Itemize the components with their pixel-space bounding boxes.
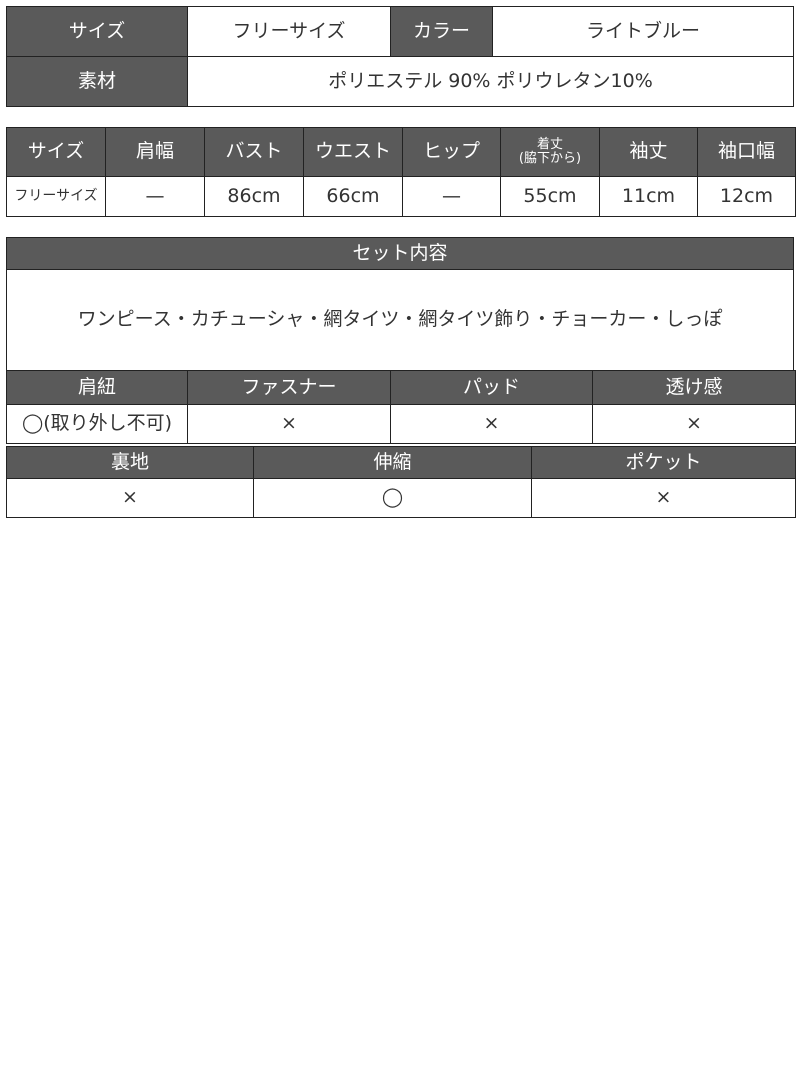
color-label: カラー	[390, 6, 493, 57]
measurement-value: 66cm	[303, 176, 403, 217]
feature-header: 透け感	[592, 370, 796, 405]
measurement-value: フリーサイズ	[6, 176, 106, 217]
measurement-header: ウエスト	[303, 127, 403, 177]
measurement-value: 86cm	[204, 176, 304, 217]
color-value: ライトブルー	[492, 6, 794, 57]
measurement-header: 肩幅	[105, 127, 205, 177]
measurement-value: —	[402, 176, 501, 217]
set-contents: ワンピース・カチューシャ・網タイツ・網タイツ飾り・チョーカー・しっぽ	[6, 269, 794, 371]
feature-header: ポケット	[531, 446, 796, 479]
set-title: セット内容	[6, 237, 794, 270]
measurement-value: 12cm	[697, 176, 796, 217]
size-label: サイズ	[6, 6, 188, 57]
feature-header: 肩紐	[6, 370, 188, 405]
feature-header: 裏地	[6, 446, 254, 479]
feature-value: ×	[592, 404, 796, 444]
feature-value: ×	[531, 478, 796, 518]
feature-header: パッド	[390, 370, 593, 405]
feature-header: ファスナー	[187, 370, 391, 405]
measurement-header: ヒップ	[402, 127, 501, 177]
measurement-header: サイズ	[6, 127, 106, 177]
feature-value: ×	[187, 404, 391, 444]
feature-value: ×	[390, 404, 593, 444]
material-value: ポリエステル 90% ポリウレタン10%	[187, 56, 794, 107]
measurement-header: 着丈 (脇下から)	[500, 127, 600, 177]
feature-header: 伸縮	[253, 446, 532, 479]
measurement-value: 11cm	[599, 176, 698, 217]
size-value: フリーサイズ	[187, 6, 391, 57]
measurement-header: バスト	[204, 127, 304, 177]
feature-value: ◯(取り外し不可)	[6, 404, 188, 444]
feature-value: ◯	[253, 478, 532, 518]
measurement-header: 袖丈	[599, 127, 698, 177]
feature-value: ×	[6, 478, 254, 518]
measurement-value: —	[105, 176, 205, 217]
material-label: 素材	[6, 56, 188, 107]
measurement-value: 55cm	[500, 176, 600, 217]
measurement-header: 袖口幅	[697, 127, 796, 177]
